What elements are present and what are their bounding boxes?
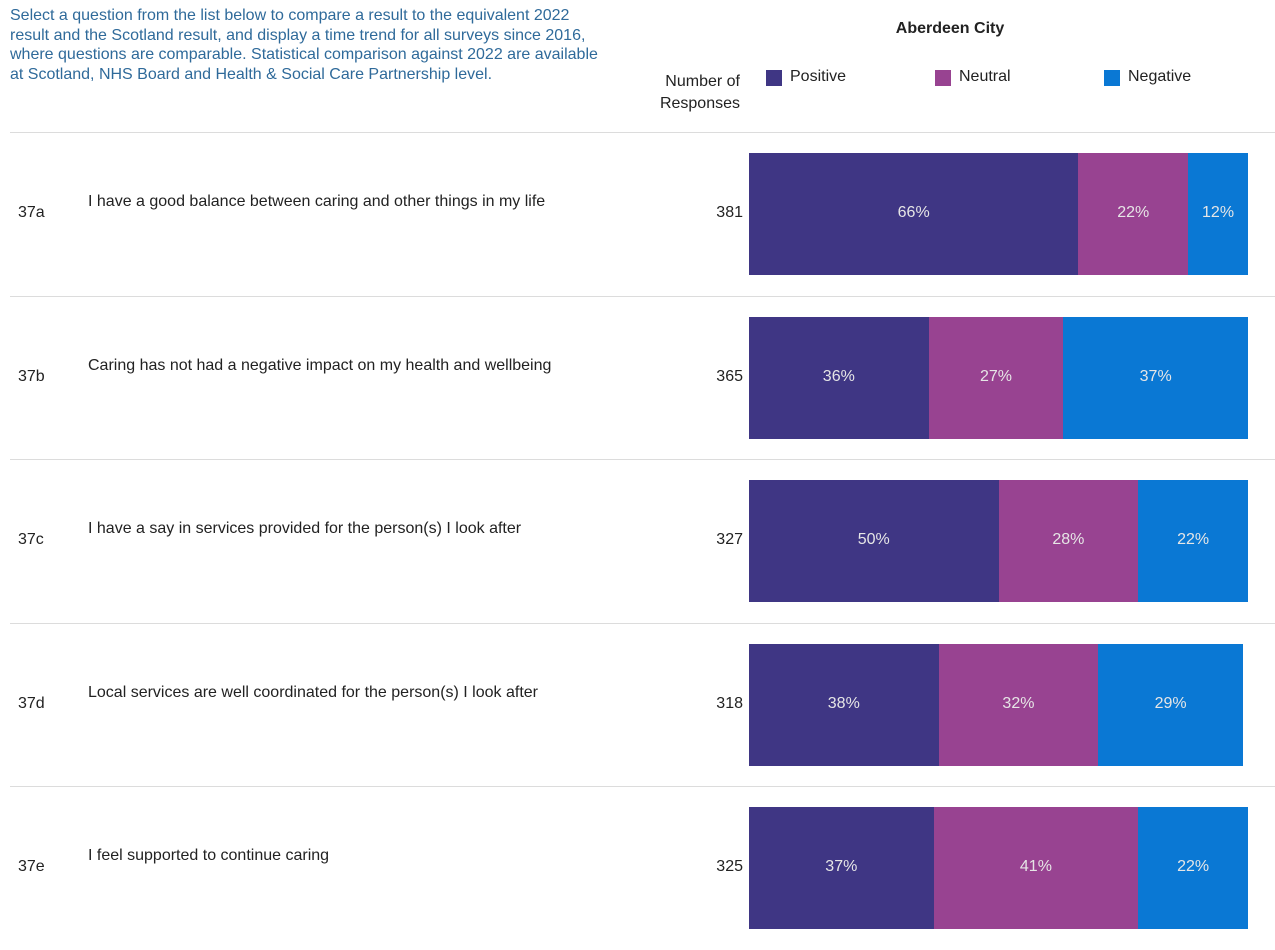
- chart-title: Aberdeen City: [895, 20, 1005, 37]
- question-code: 37e: [18, 858, 45, 875]
- bar-segment: [749, 643, 939, 766]
- response-count: 325: [716, 858, 743, 875]
- bar-segment: [1078, 153, 1189, 275]
- bar-label: 22%: [1177, 858, 1210, 875]
- bar-label: 28%: [1052, 531, 1085, 548]
- question-text: Caring has not had a negative impact on …: [88, 356, 552, 374]
- bar-label: 27%: [979, 367, 1012, 385]
- bar-segment: [749, 153, 1079, 275]
- response-count: 365: [716, 367, 743, 385]
- bar-segment: [998, 480, 1139, 602]
- page: Select a question from the list below to…: [10, 7, 1275, 929]
- question-code: 37a: [18, 204, 45, 221]
- bar-label: 37%: [1139, 367, 1172, 385]
- bar-label: 37%: [825, 858, 858, 875]
- question-text: I have a say in services provided for th…: [88, 520, 522, 537]
- legend-swatch: [766, 70, 782, 86]
- header-separator: [10, 132, 1275, 133]
- legend-label: Negative: [1128, 68, 1192, 85]
- bar-segment: [1188, 153, 1248, 275]
- response-count: 381: [716, 204, 743, 221]
- bar-segment: [1063, 316, 1248, 439]
- bar-segment: [1138, 480, 1248, 602]
- legend-swatch: [1104, 70, 1120, 86]
- bar-label: 50%: [857, 531, 890, 548]
- response-count: 327: [716, 531, 743, 548]
- question-code: 37b: [18, 367, 45, 385]
- question-code: 37c: [18, 531, 44, 548]
- bar-label: 41%: [1019, 858, 1052, 875]
- question-code: 37d: [18, 694, 45, 712]
- bar-label: 38%: [827, 694, 860, 712]
- bar-segment: [749, 807, 934, 929]
- bar-label: 36%: [822, 367, 855, 385]
- bar-label: 32%: [1002, 694, 1035, 712]
- question-text: I have a good balance between caring and…: [88, 193, 546, 210]
- responses-header: Number of Responses: [659, 73, 740, 112]
- bar-label: 12%: [1202, 204, 1235, 221]
- bar-segment: [749, 316, 929, 439]
- bar-label: 66%: [897, 204, 930, 221]
- legend-label: Positive: [790, 68, 847, 85]
- bar-segment: [1138, 807, 1248, 929]
- bar-segment: [1098, 643, 1243, 766]
- response-count: 318: [716, 694, 743, 712]
- row-separator: [10, 459, 1275, 460]
- bar-label: 22%: [1177, 531, 1210, 548]
- row-separator: [10, 786, 1275, 787]
- legend-label: Neutral: [959, 68, 1011, 85]
- bar-segment: [749, 480, 999, 602]
- intro-text: Select a question from the list below to…: [10, 7, 598, 83]
- question-text: I feel supported to continue caring: [88, 847, 330, 864]
- bar-label: 29%: [1154, 694, 1187, 712]
- bar-segment: [938, 643, 1099, 766]
- row-separator: [10, 295, 1275, 297]
- bar-segment: [928, 316, 1064, 439]
- legend-swatch: [935, 70, 951, 86]
- bar-label: 22%: [1117, 204, 1150, 221]
- row-separator: [10, 622, 1275, 624]
- bar-segment: [933, 807, 1139, 929]
- question-text: Local services are well coordinated for …: [88, 683, 538, 701]
